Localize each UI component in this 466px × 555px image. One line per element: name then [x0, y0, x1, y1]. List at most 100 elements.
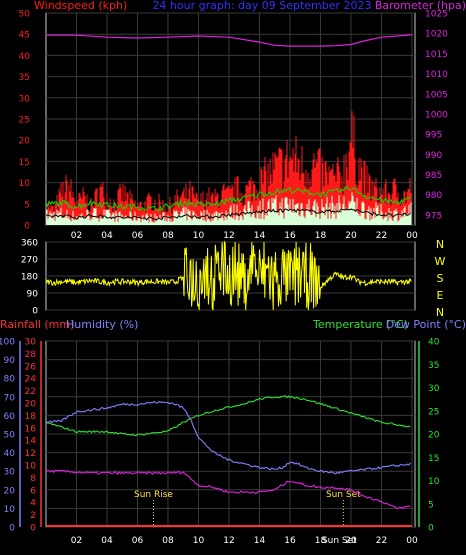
rain-tick-label: 16 [25, 424, 37, 434]
humidity-tick-label: 30 [4, 468, 16, 478]
humidity-line [45, 400, 411, 475]
humidity-tick-label: 20 [4, 486, 16, 496]
baro-tick-label: 1020 [425, 30, 448, 40]
wind-tick-label: 15 [19, 158, 30, 168]
dew-point-line [45, 469, 411, 510]
temp-time-tick-label: 16 [284, 536, 296, 546]
humidity-tick-label: 100 [0, 338, 15, 348]
baro-tick-label: 1005 [425, 90, 448, 100]
compass-w: W [435, 255, 446, 268]
temp-time-tick-label: 02 [71, 536, 82, 546]
baro-ticks: 975 980 985 990 995 1000 1005 1010 1015 1020 1025 [425, 10, 448, 222]
humidity-tick-label: 50 [4, 431, 16, 441]
humidity-tick-label: 90 [4, 356, 16, 366]
temp-lines [45, 395, 412, 527]
rain-tick-label: 28 [25, 350, 37, 360]
direction-tick-label: 360 [21, 239, 38, 249]
wind-axis-label: Windspeed (kph) [34, 0, 127, 12]
rain-tick-label: 24 [25, 375, 37, 385]
compass-labels: N W S E N [435, 238, 446, 319]
temp-time-tick-label: 18 [315, 536, 327, 546]
wind-tick-label: 40 [19, 52, 31, 62]
temp-tick-label: 0 [428, 524, 434, 534]
wind-time-ticks: 02 04 06 08 10 12 14 16 18 20 22 00 [71, 231, 418, 241]
compass-n-top: N [436, 238, 444, 251]
baro-tick-label: 1010 [425, 70, 448, 80]
rain-tick-label: 30 [25, 338, 37, 348]
direction-tick-label: 270 [21, 256, 38, 266]
wind-time-tick-label: 18 [315, 231, 327, 241]
direction-polyline [45, 240, 412, 311]
wind-time-tick-label: 14 [254, 231, 266, 241]
rain-tick-label: 20 [25, 400, 37, 410]
wind-time-tick-label: 10 [193, 231, 205, 241]
humidity-tick-label: 60 [4, 412, 16, 422]
direction-tick-label: 180 [21, 273, 38, 283]
compass-s: S [437, 272, 444, 285]
avg-wind-line [45, 185, 411, 212]
temperature-line [45, 395, 411, 437]
baro-tick-label: 990 [425, 151, 442, 161]
baro-tick-label: 980 [425, 191, 442, 201]
wind-time-tick-label: 22 [376, 231, 387, 241]
rain-tick-label: 12 [25, 449, 36, 459]
temp-tick-label: 10 [428, 477, 440, 487]
wind-tick-label: 5 [24, 200, 30, 210]
rain-tick-label: 22 [25, 387, 36, 397]
barometer-line [46, 34, 413, 47]
wind-tick-label: 0 [24, 222, 30, 232]
temp-tick-label: 25 [428, 407, 439, 417]
temp-tick-label: 5 [428, 500, 434, 510]
low-wind-line [45, 208, 411, 221]
rain-tick-label: 18 [25, 412, 37, 422]
compass-e: E [437, 289, 444, 302]
wind-time-tick-label: 08 [162, 231, 174, 241]
temp-tick-label: 30 [428, 384, 440, 394]
baro-tick-label: 1000 [425, 110, 448, 120]
rain-tick-label: 0 [30, 524, 36, 534]
temp-ticks: 0 5 10 15 20 25 30 35 40 [418, 338, 440, 534]
wind-tick-label: 30 [19, 94, 31, 104]
baro-tick-label: 1025 [425, 10, 448, 20]
temp-tick-label: 35 [428, 361, 439, 371]
rain-tick-label: 4 [30, 499, 36, 509]
humidity-tick-label: 70 [4, 393, 16, 403]
rain-tick-label: 26 [25, 362, 37, 372]
direction-ticks: 0 90 180 270 360 [21, 239, 38, 317]
chart-title: 24 hour graph: day 09 September 2023 [152, 0, 371, 12]
baro-axis-label: Barometer (hpa) [375, 0, 466, 12]
humidity-tick-label: 40 [4, 449, 16, 459]
direction-panel: 0 90 180 270 360 N W S E N [21, 238, 446, 319]
baro-tick-label: 975 [425, 211, 442, 221]
temp-time-tick-label: 08 [162, 536, 174, 546]
avg-wind-lines [45, 185, 411, 221]
wind-time-tick-label: 16 [284, 231, 296, 241]
direction-tick-label: 0 [32, 307, 38, 317]
wind-tick-label: 25 [19, 116, 30, 126]
rain-humidity-temp-panel: Sun Rise Sun Set Sun Set 010203040506070… [0, 338, 440, 547]
rain-tick-label: 14 [25, 437, 37, 447]
compass-n-bottom: N [436, 306, 444, 319]
temp-axis-label: Temperature (°C) [312, 318, 408, 331]
dew-axis-label: Dew Point (°C) [386, 318, 466, 331]
temp-time-tick-label: 12 [223, 536, 234, 546]
gust-bars [46, 192, 412, 225]
baro-tick-label: 1015 [425, 50, 448, 60]
baro-tick-label: 985 [425, 171, 442, 181]
temp-tick-label: 20 [428, 431, 440, 441]
wind-tick-label: 45 [19, 31, 30, 41]
temp-time-tick-label: 22 [376, 536, 387, 546]
wind-time-tick-label: 02 [71, 231, 82, 241]
temp-tick-label: 15 [428, 454, 439, 464]
wind-time-tick-label: 04 [101, 231, 113, 241]
wind-tick-label: 10 [19, 179, 31, 189]
sunset-label: Sun Set [326, 490, 361, 500]
direction-line [45, 240, 412, 311]
wind-tick-label: 20 [19, 137, 31, 147]
humidity-tick-label: 10 [4, 505, 16, 515]
temp-tick-label: 40 [428, 338, 440, 348]
sunrise-label: Sun Rise [134, 490, 173, 500]
